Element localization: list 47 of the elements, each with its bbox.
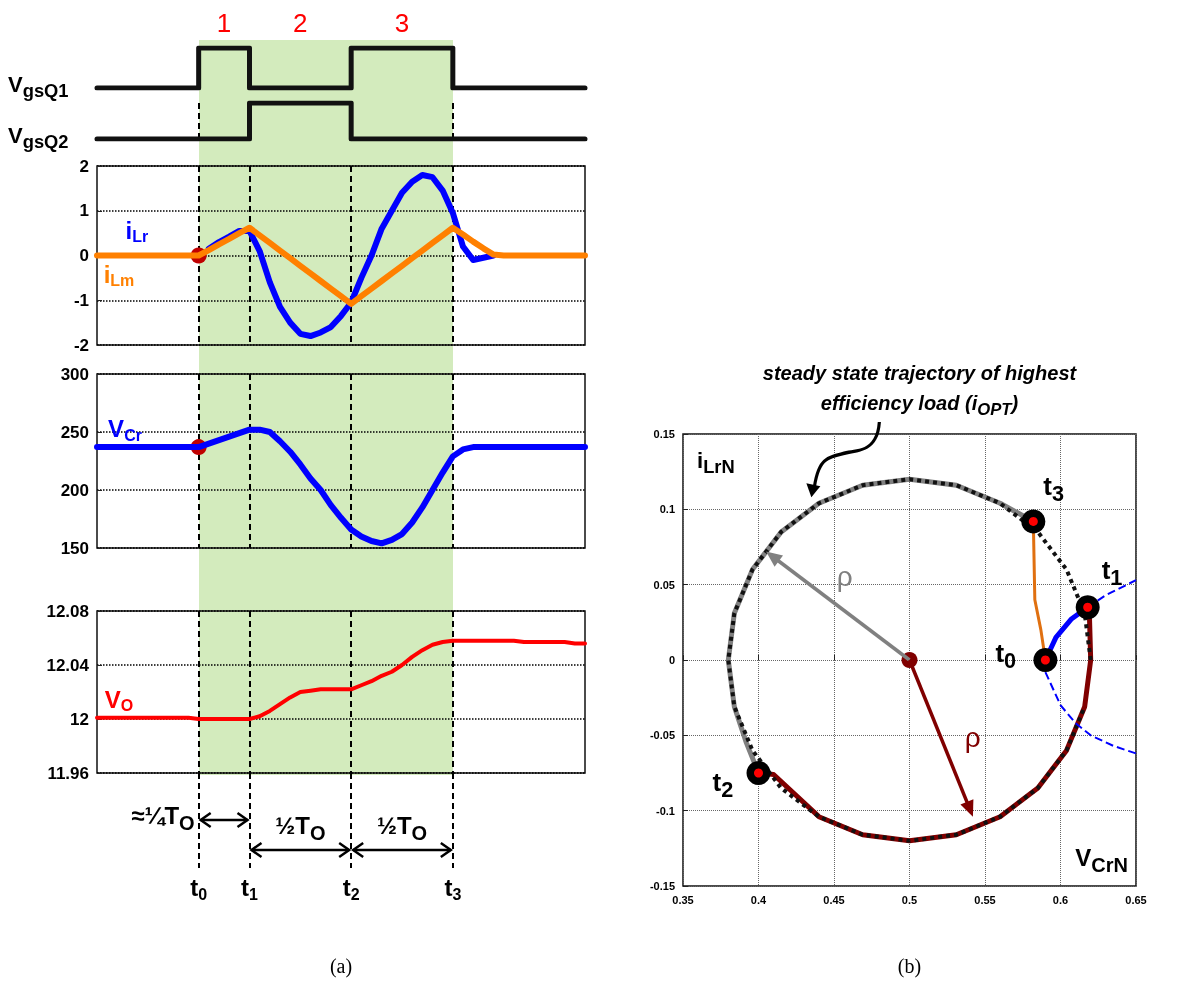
y-tick-label: 12 — [70, 709, 89, 729]
y-tick-label: 200 — [60, 480, 89, 500]
y-tick-label: 0.15 — [653, 428, 675, 440]
line-series — [95, 638, 587, 721]
annotation: t$_{0}$ — [995, 638, 1017, 675]
annotation: ρ — [836, 561, 853, 594]
annotation: t$_{3}$ — [1043, 471, 1065, 508]
text: ≈¼T$_{O}$ — [131, 802, 195, 835]
y-tick-label: 12.04 — [46, 655, 90, 675]
y-tick-label: 2 — [79, 156, 89, 176]
annotation: t$_{1}$ — [1101, 555, 1123, 592]
x-tick-label: 0.55 — [974, 893, 996, 906]
y-tick-label: 150 — [60, 538, 89, 558]
text: (a) — [329, 955, 353, 978]
y-tick-label: 1 — [79, 201, 89, 221]
y-tick-label: 11.96 — [47, 763, 89, 783]
x-axis-title: V$_{CrN}$ — [1075, 844, 1128, 877]
y-tick-label: 0.05 — [653, 578, 675, 591]
y-tick-label: -1 — [73, 290, 89, 310]
annotation: t$_{2}$ — [712, 767, 734, 804]
x-tick-label: 0.45 — [823, 893, 845, 906]
x-tick-label: 0.35 — [672, 893, 694, 906]
y-tick-label: -0.15 — [649, 880, 675, 892]
annotation: ρ — [964, 721, 981, 754]
x-tick-label: 0.5 — [901, 893, 918, 906]
y-tick-label: 300 — [60, 364, 89, 384]
text: 2 — [293, 8, 308, 39]
y-axis-title: i$_{LrN}$ — [697, 448, 735, 479]
text: 3 — [394, 8, 410, 39]
y-tick-label: -2 — [73, 335, 89, 355]
y-tick-label: -0.05 — [649, 729, 675, 742]
y-tick-label: -0.1 — [656, 804, 675, 817]
y-tick-label: 0 — [668, 654, 675, 666]
y-tick-label: 0 — [79, 246, 89, 265]
y-tick-label: 12.08 — [46, 601, 89, 621]
text: steady state trajectory of highest efficiency load (i$_{OPT}$) — [761, 361, 1078, 421]
text: ½T$_{O}$ — [275, 812, 326, 845]
y-axis-title: V$_{gsQ1}$ — [8, 72, 69, 103]
x-tick-label: 0.65 — [1125, 893, 1147, 906]
x-tick-label: 0.6 — [1052, 893, 1069, 906]
text: ½T$_{O}$ — [376, 812, 428, 845]
y-axis-title: V$_{gsQ2}$ — [8, 123, 69, 154]
text: 1 — [216, 8, 232, 39]
y-tick-label: 250 — [60, 422, 89, 442]
text: (b) — [897, 955, 922, 978]
y-tick-label: 0.1 — [659, 503, 675, 516]
x-tick-label: 0.4 — [750, 893, 768, 906]
